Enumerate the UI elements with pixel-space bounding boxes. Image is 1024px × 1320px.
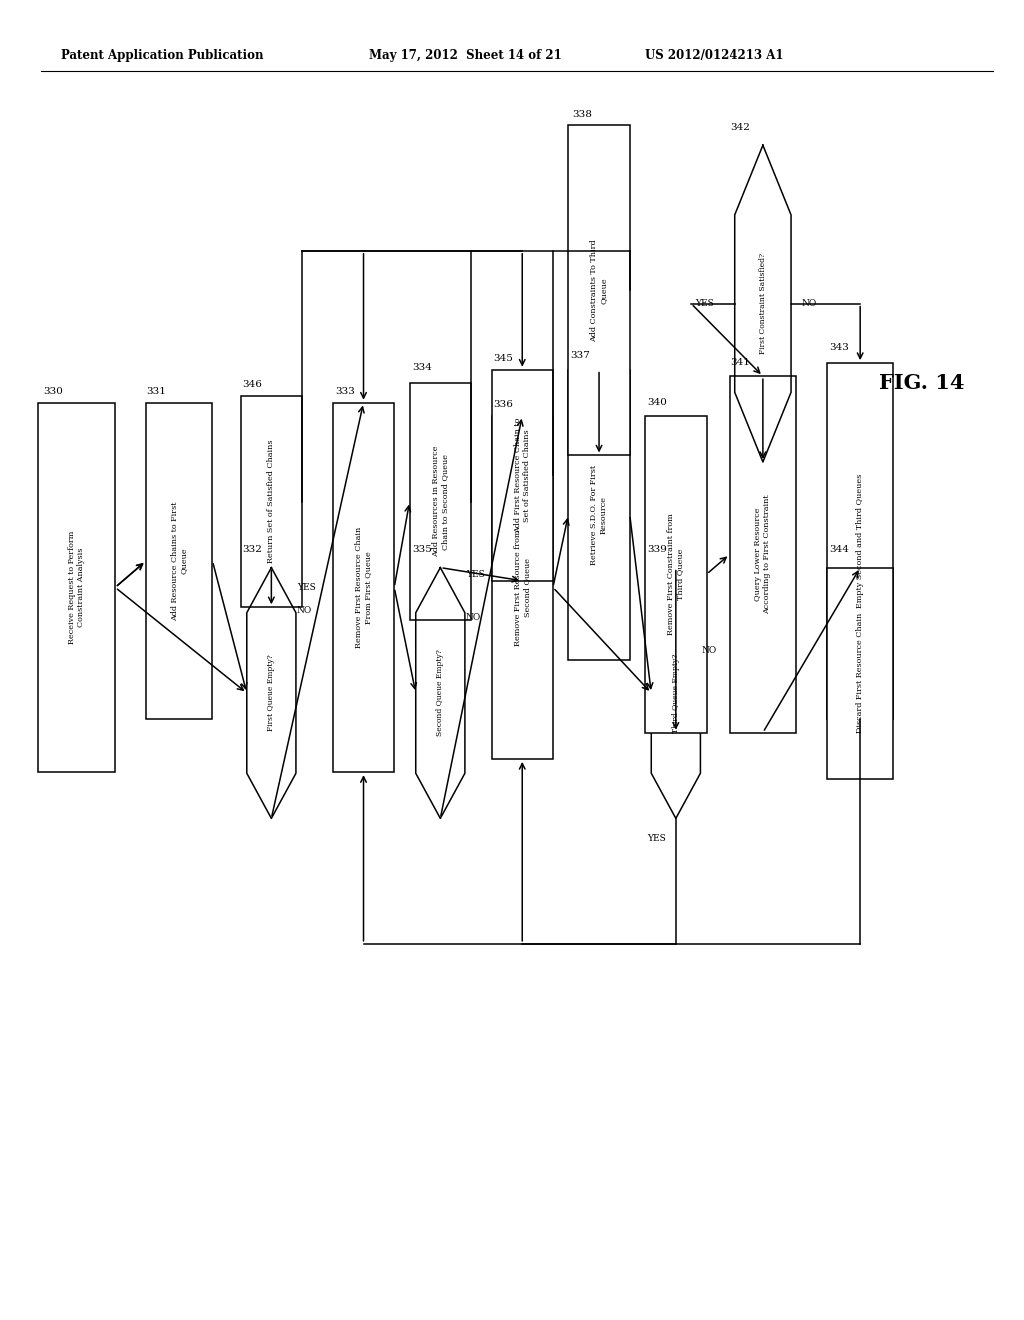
- Bar: [492, 370, 553, 581]
- Text: Patent Application Publication: Patent Application Publication: [61, 49, 264, 62]
- Text: Discard First Resource Chain: Discard First Resource Chain: [856, 612, 864, 734]
- Text: YES: YES: [466, 570, 484, 578]
- Polygon shape: [735, 145, 791, 462]
- Text: Receive Request to Perform
Constraint Analysis: Receive Request to Perform Constraint An…: [69, 531, 85, 644]
- Text: 334: 334: [413, 363, 432, 372]
- Text: Retrieve S.D.O. For First
Resource: Retrieve S.D.O. For First Resource: [591, 465, 607, 565]
- Text: 336: 336: [494, 400, 513, 409]
- Polygon shape: [247, 568, 296, 818]
- Text: Add Constraints To Third
Queue: Add Constraints To Third Queue: [591, 239, 607, 342]
- Text: Add Resource Chains to First
Queue: Add Resource Chains to First Queue: [171, 502, 187, 620]
- Text: 339: 339: [647, 545, 667, 554]
- Text: NO: NO: [701, 645, 717, 655]
- Bar: [827, 568, 893, 779]
- Text: Remove First Resource Chain
From First Queue: Remove First Resource Chain From First Q…: [355, 527, 372, 648]
- Text: FIG. 14: FIG. 14: [879, 372, 965, 393]
- Text: NO: NO: [801, 300, 816, 308]
- Text: Empty Second and Third Queues: Empty Second and Third Queues: [856, 474, 864, 609]
- Text: 344: 344: [829, 545, 849, 554]
- Text: 333: 333: [335, 387, 354, 396]
- Text: First Queue Empty?: First Queue Empty?: [267, 655, 275, 731]
- Text: YES: YES: [695, 300, 715, 308]
- Text: 337: 337: [570, 351, 590, 360]
- Text: 342: 342: [730, 123, 750, 132]
- Text: YES: YES: [647, 834, 666, 842]
- Text: 331: 331: [146, 387, 166, 396]
- Text: May 17, 2012  Sheet 14 of 21: May 17, 2012 Sheet 14 of 21: [369, 49, 561, 62]
- Text: Second Queue Empty?: Second Queue Empty?: [436, 649, 444, 737]
- Text: Add Resources in Resource
Chain to Second Queue: Add Resources in Resource Chain to Secon…: [432, 446, 449, 557]
- Bar: [333, 403, 394, 772]
- Bar: [39, 403, 115, 772]
- Text: First Constraint Satisfied?: First Constraint Satisfied?: [759, 253, 767, 354]
- Bar: [827, 363, 893, 719]
- Bar: [241, 396, 302, 607]
- Text: 338: 338: [572, 110, 592, 119]
- Text: 340: 340: [647, 397, 667, 407]
- Bar: [645, 416, 707, 733]
- Text: US 2012/0124213 A1: US 2012/0124213 A1: [645, 49, 783, 62]
- Text: Third Queue Empty?: Third Queue Empty?: [672, 653, 680, 733]
- Text: 341: 341: [730, 358, 750, 367]
- Text: 346: 346: [243, 380, 262, 389]
- Bar: [492, 416, 553, 759]
- Bar: [568, 370, 630, 660]
- Polygon shape: [651, 568, 700, 818]
- Bar: [410, 383, 471, 620]
- Text: 335: 335: [413, 545, 432, 554]
- Text: YES: YES: [297, 583, 315, 591]
- Text: NO: NO: [297, 606, 312, 615]
- Text: 345: 345: [494, 354, 513, 363]
- Text: Return Set of Satisfied Chains: Return Set of Satisfied Chains: [267, 440, 275, 564]
- Text: 332: 332: [243, 545, 262, 554]
- Text: 330: 330: [43, 387, 62, 396]
- Polygon shape: [416, 568, 465, 818]
- Text: Remove First Constraint from
Third Queue: Remove First Constraint from Third Queue: [668, 513, 684, 635]
- Bar: [145, 403, 213, 719]
- Text: NO: NO: [466, 612, 481, 622]
- Text: Remove First Resource from
Second Queue: Remove First Resource from Second Queue: [514, 529, 530, 645]
- Bar: [568, 125, 630, 455]
- Text: Add First Resource Chain to
Set of Satisfied Chains: Add First Resource Chain to Set of Satis…: [514, 417, 530, 533]
- Text: Query Lower Resource
According to First Constraint: Query Lower Resource According to First …: [755, 495, 771, 614]
- Bar: [729, 376, 797, 733]
- Text: 343: 343: [829, 343, 849, 352]
